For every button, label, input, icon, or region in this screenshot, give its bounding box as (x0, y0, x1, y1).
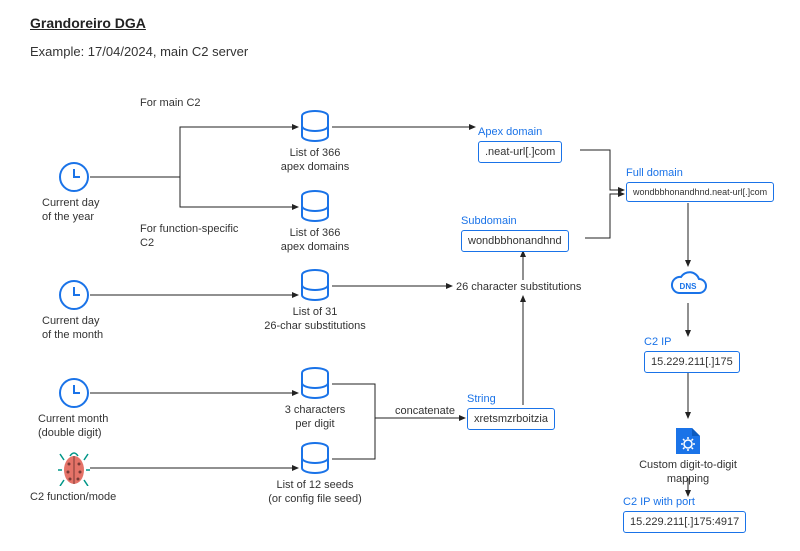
heading-c2ip-port: C2 IP with port (623, 496, 695, 508)
settings-file-icon (672, 420, 704, 456)
clock-icon (58, 161, 90, 193)
label-seeds: List of 12 seeds(or config file seed) (262, 478, 368, 507)
box-c2ip-port: 15.229.211[.]175:4917 (623, 511, 746, 533)
database-icon (300, 269, 330, 303)
label-for-function: For function-specificC2 (140, 222, 238, 251)
database-icon (300, 442, 330, 476)
page-title: Grandoreiro DGA (30, 15, 146, 31)
database-icon (300, 190, 330, 224)
label-chars: 3 charactersper digit (283, 403, 347, 432)
label-current-month: Current month(double digit) (38, 412, 108, 441)
label-day-year: Current dayof the year (42, 196, 99, 225)
heading-c2ip: C2 IP (644, 336, 672, 348)
label-day-month: Current dayof the month (42, 314, 103, 343)
box-string: xretsmzrboitzia (467, 408, 555, 430)
heading-apex: Apex domain (478, 126, 542, 138)
label-concatenate: concatenate (395, 404, 455, 418)
label-substitutions: 26 character substitutions (456, 280, 581, 294)
cloud-icon: DNS (667, 267, 709, 303)
heading-string: String (467, 393, 496, 405)
database-icon (300, 110, 330, 144)
box-full-domain: wondbbhonandhnd.neat-url[.]com (626, 182, 774, 202)
heading-full: Full domain (626, 167, 683, 179)
bug-icon (58, 450, 90, 486)
label-mapping: Custom digit-to-digitmapping (636, 458, 740, 487)
box-subdomain: wondbbhonandhnd (461, 230, 569, 252)
dns-label: DNS (680, 282, 698, 291)
label-apex2: List of 366apex domains (280, 226, 350, 255)
clock-icon (58, 377, 90, 409)
database-icon (300, 367, 330, 401)
box-apex-domain: .neat-url[.]com (478, 141, 562, 163)
box-c2ip: 15.229.211[.]175 (644, 351, 740, 373)
clock-icon (58, 279, 90, 311)
label-function-mode: C2 function/mode (30, 490, 116, 504)
page-subtitle: Example: 17/04/2024, main C2 server (30, 44, 248, 59)
heading-subdomain: Subdomain (461, 215, 517, 227)
diagram-canvas: Grandoreiro DGA Example: 17/04/2024, mai… (0, 0, 800, 551)
label-for-main: For main C2 (140, 96, 201, 110)
label-apex1: List of 366apex domains (280, 146, 350, 175)
label-subs: List of 3126-char substitutions (262, 305, 368, 334)
